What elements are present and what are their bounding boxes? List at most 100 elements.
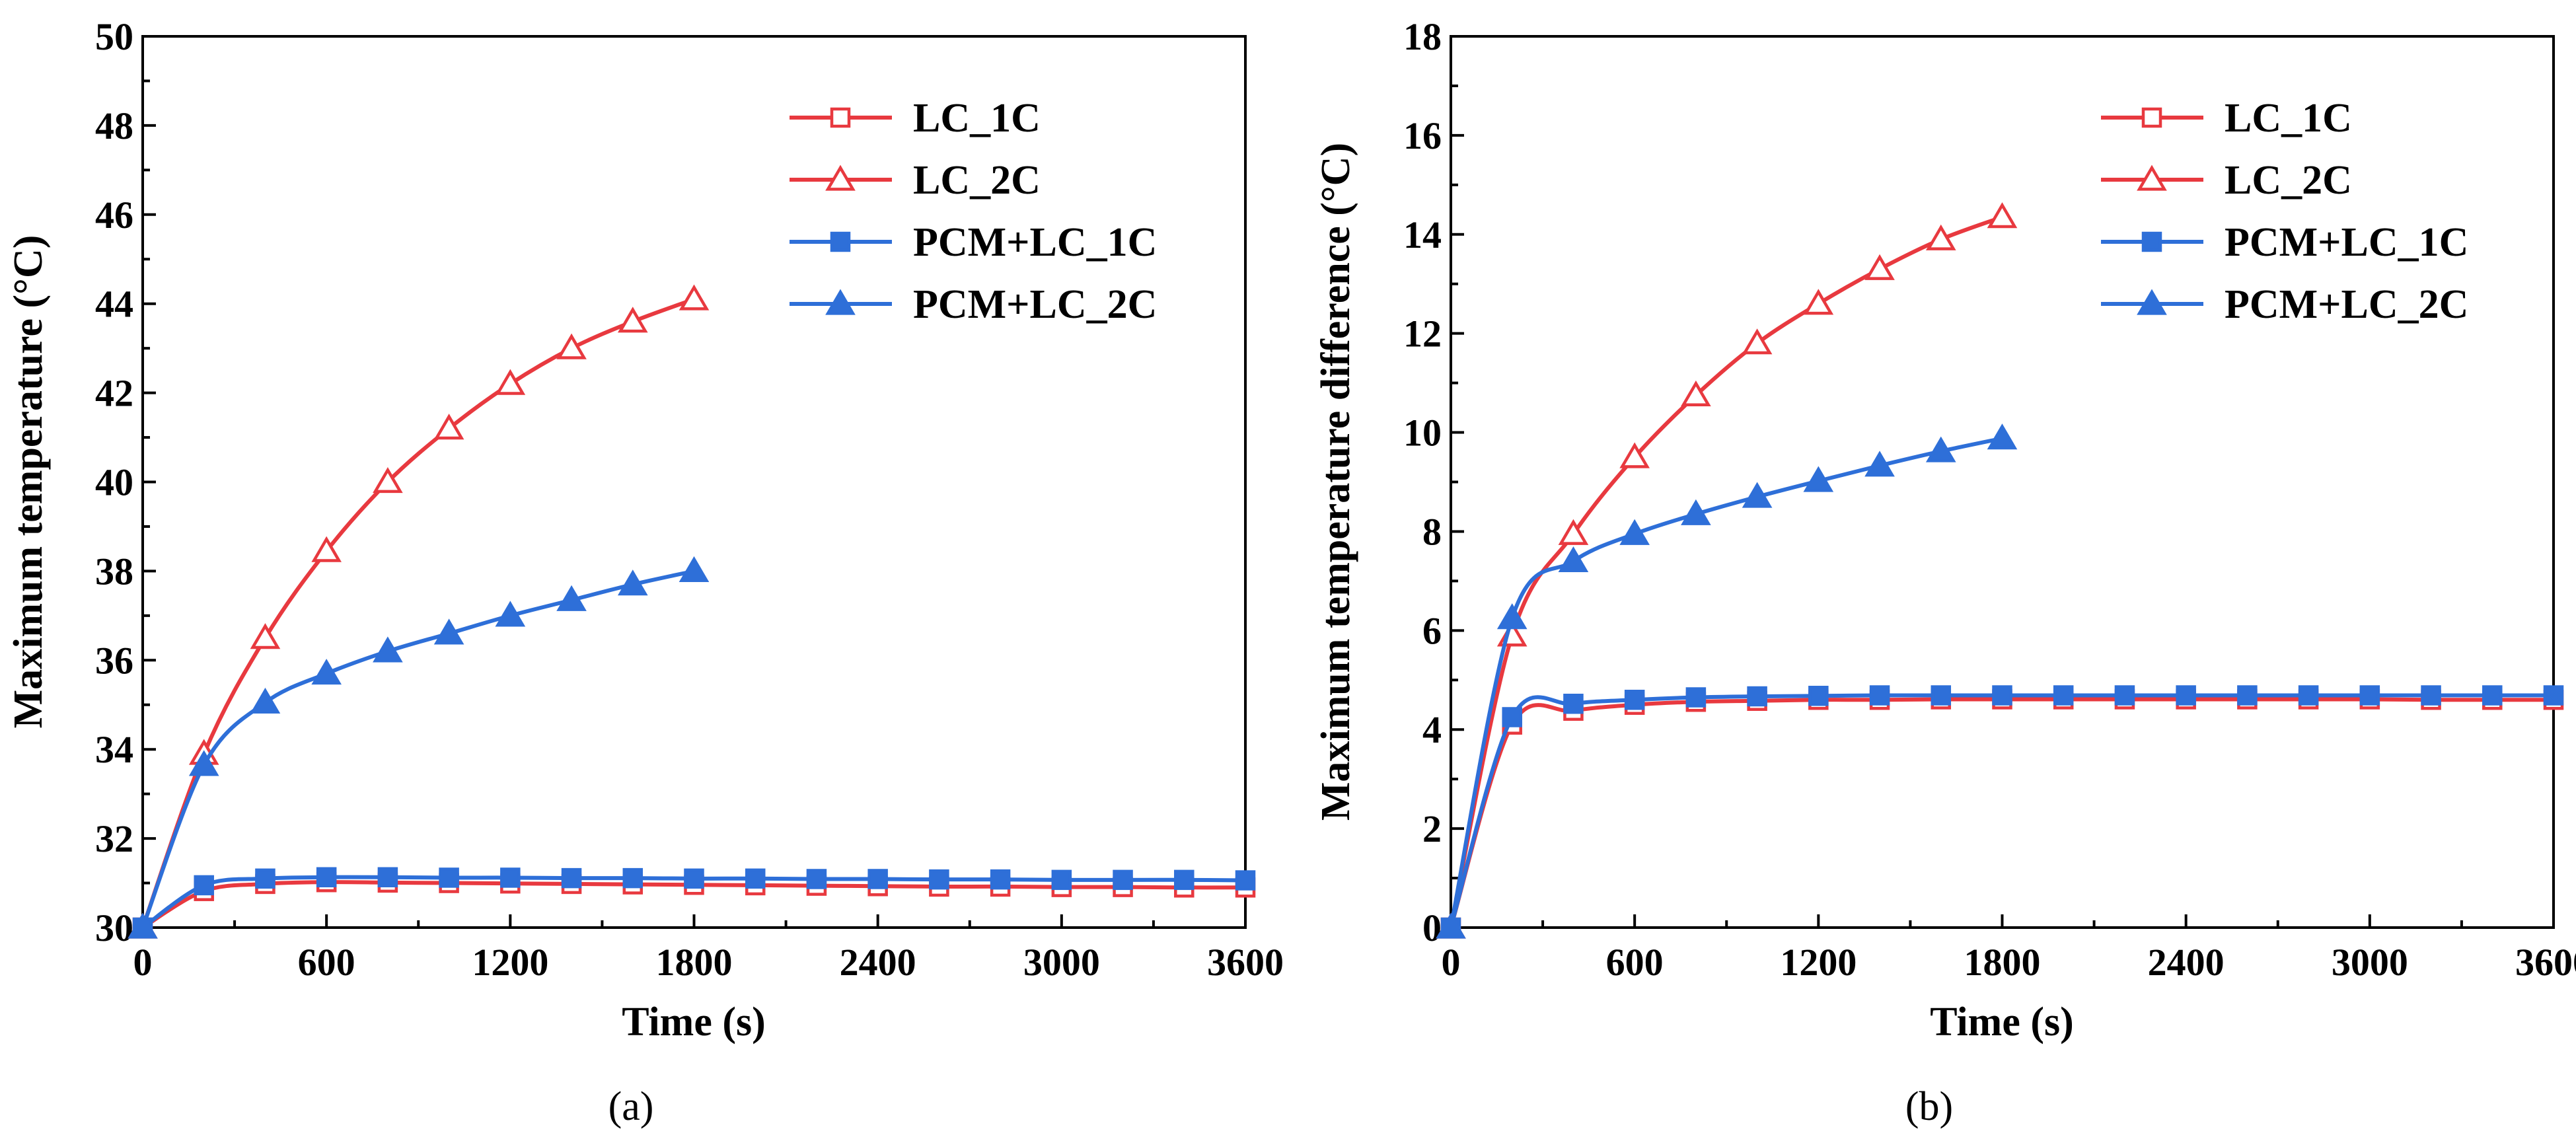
- x-tick-label: 0: [133, 941, 153, 984]
- y-axis-title-b: Maximum temperature difference (°C): [1313, 143, 1358, 821]
- x-axis-title-a: Time (s): [622, 1000, 766, 1045]
- data-point-pcm-lc-1c: [255, 868, 276, 889]
- data-point-pcm-lc-1c: [806, 869, 827, 889]
- legend-label-pcm-lc-2c: PCM+LC_2C: [2225, 282, 2468, 327]
- data-point-pcm-lc-1c: [990, 869, 1011, 890]
- series-line-pcm-lc-1c: [1449, 693, 2554, 928]
- data-point-pcm-lc-1c: [1235, 870, 1256, 891]
- data-point-pcm-lc-2c: [495, 601, 526, 627]
- y-tick-label: 42: [95, 372, 133, 415]
- data-point-lc-2c: [556, 333, 587, 359]
- y-ticks-b: 0 2 4 6 8 10 12 14 16 18: [1403, 15, 1464, 949]
- y-tick-label: 30: [95, 906, 133, 949]
- y-tick-label: 18: [1403, 15, 1442, 58]
- data-point-lc-2c: [1558, 519, 1589, 545]
- data-point-pcm-lc-1c: [316, 867, 337, 888]
- data-point-pcm-lc-2c: [679, 556, 710, 583]
- data-point-pcm-lc-2c: [311, 659, 342, 685]
- x-tick-label: 600: [1606, 941, 1664, 984]
- data-point-pcm-lc-2c: [617, 570, 648, 596]
- data-point-pcm-lc-2c: [188, 750, 219, 776]
- series-line-pcm-lc-2c: [1449, 436, 2003, 928]
- y-ticks-a: 30 32 34 36 38 40 42 44 46 48 50: [95, 15, 156, 949]
- data-point-lc-2c: [1619, 442, 1650, 468]
- y-tick-label: 34: [95, 728, 133, 771]
- data-point-pcm-lc-2c: [1987, 423, 2018, 450]
- legend-marker-lc-2c: [825, 165, 856, 191]
- y-tick-label: 14: [1403, 213, 1442, 256]
- series-b: [1436, 202, 2564, 939]
- data-point-lc-2c: [373, 467, 403, 494]
- data-point-pcm-lc-1c: [2421, 685, 2441, 706]
- legend-label-lc-2c: LC_2C: [913, 158, 1041, 203]
- data-point-lc-2c: [433, 414, 464, 440]
- data-point-pcm-lc-1c: [2114, 685, 2135, 706]
- y-tick-label: 6: [1422, 609, 1442, 652]
- panel-label-a: (a): [608, 1084, 654, 1129]
- data-point-pcm-lc-1c: [2053, 685, 2074, 706]
- x-tick-label: 2400: [2148, 941, 2225, 984]
- y-tick-label: 8: [1422, 510, 1442, 553]
- data-point-pcm-lc-1c: [500, 867, 521, 888]
- data-point-pcm-lc-1c: [684, 868, 704, 889]
- data-point-pcm-lc-2c: [1496, 603, 1527, 630]
- data-point-lc-2c: [1742, 328, 1773, 355]
- y-tick-label: 48: [95, 104, 133, 147]
- data-point-pcm-lc-2c: [1803, 466, 1834, 492]
- y-tick-label: 40: [95, 461, 133, 504]
- y-tick-label: 16: [1403, 114, 1442, 157]
- data-point-pcm-lc-1c: [622, 867, 644, 889]
- x-tick-label: 1200: [1780, 941, 1857, 984]
- data-point-pcm-lc-1c: [377, 867, 398, 888]
- legend-marker-lc-2c: [2137, 165, 2167, 191]
- data-point-pcm-lc-1c: [439, 867, 459, 888]
- data-point-pcm-lc-1c: [1685, 687, 1707, 708]
- x-tick-label: 1800: [656, 941, 733, 984]
- data-point-pcm-lc-1c: [929, 869, 949, 890]
- data-point-pcm-lc-2c: [373, 636, 403, 663]
- data-point-pcm-lc-2c: [433, 618, 464, 645]
- legend-marker-lc-1c: [2141, 107, 2162, 128]
- data-point-lc-2c: [617, 307, 648, 333]
- x-tick-label: 3000: [1023, 941, 1100, 984]
- data-point-pcm-lc-1c: [2359, 685, 2380, 706]
- data-point-pcm-lc-2c: [128, 912, 158, 939]
- data-point-lc-2c: [1864, 254, 1895, 280]
- legend-marker-pcm-lc-2c: [2137, 289, 2167, 315]
- y-tick-label: 36: [95, 639, 133, 682]
- panel-a: 0 600 1200 1800 2400 3000 3600 30 32 34 36 38 40 42 4…: [6, 15, 1284, 1129]
- y-tick-label: 2: [1422, 807, 1442, 850]
- legend-b: LC_1C LC_2C PCM+LC_1C PCM+LC_2C: [2101, 96, 2468, 327]
- data-point-lc-2c: [250, 623, 281, 649]
- data-point-lc-2c: [679, 284, 710, 311]
- data-point-lc-2c: [1987, 202, 2018, 229]
- series-line-lc-2c: [141, 297, 695, 928]
- x-ticks-a: 0 600 1200 1800 2400 3000 3600: [133, 914, 1284, 984]
- y-tick-label: 38: [95, 550, 133, 593]
- x-tick-label: 2400: [840, 941, 916, 984]
- data-point-pcm-lc-1c: [194, 875, 214, 896]
- data-point-pcm-lc-2c: [1558, 546, 1589, 573]
- legend-label-lc-2c: LC_2C: [2225, 158, 2352, 203]
- data-point-pcm-lc-1c: [2298, 685, 2319, 706]
- data-point-pcm-lc-1c: [1624, 690, 1645, 710]
- data-point-pcm-lc-1c: [2543, 685, 2564, 706]
- data-point-pcm-lc-2c: [250, 687, 281, 714]
- data-point-pcm-lc-1c: [1869, 685, 1890, 706]
- y-tick-label: 12: [1403, 312, 1442, 355]
- y-axis-title-a: Maximum temperature (°C): [6, 235, 51, 729]
- legend-label-lc-1c: LC_1C: [2225, 96, 2352, 141]
- data-point-pcm-lc-1c: [1563, 694, 1584, 714]
- legend-label-pcm-lc-1c: PCM+LC_1C: [913, 220, 1157, 265]
- data-point-pcm-lc-1c: [1808, 686, 1829, 706]
- data-point-pcm-lc-2c: [1619, 519, 1650, 545]
- data-point-lc-2c: [1681, 380, 1711, 406]
- data-point-pcm-lc-2c: [1742, 482, 1773, 508]
- legend-label-lc-1c: LC_1C: [913, 96, 1041, 141]
- legend-label-pcm-lc-2c: PCM+LC_2C: [913, 282, 1157, 327]
- x-tick-label: 1200: [472, 941, 548, 984]
- legend-marker-pcm-lc-2c: [825, 289, 856, 315]
- y-tick-label: 50: [95, 15, 133, 58]
- data-point-pcm-lc-2c: [1436, 912, 1466, 939]
